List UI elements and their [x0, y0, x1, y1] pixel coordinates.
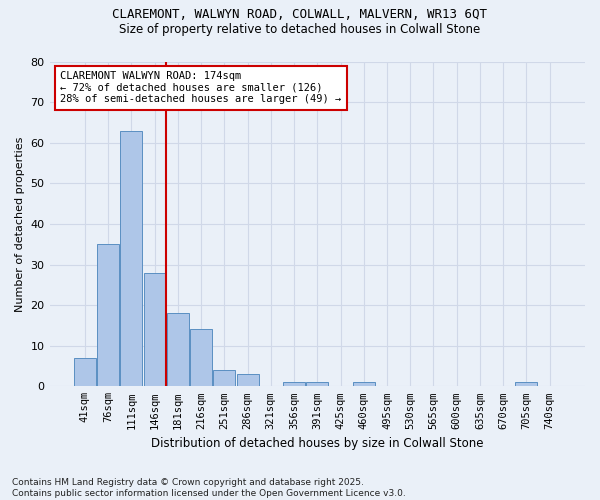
Bar — [353, 382, 375, 386]
Bar — [121, 130, 142, 386]
Text: Contains HM Land Registry data © Crown copyright and database right 2025.
Contai: Contains HM Land Registry data © Crown c… — [12, 478, 406, 498]
Bar — [236, 374, 259, 386]
Bar — [143, 272, 166, 386]
Bar — [74, 358, 96, 386]
Y-axis label: Number of detached properties: Number of detached properties — [15, 136, 25, 312]
Bar — [167, 313, 189, 386]
Text: CLAREMONT WALWYN ROAD: 174sqm
← 72% of detached houses are smaller (126)
28% of : CLAREMONT WALWYN ROAD: 174sqm ← 72% of d… — [60, 71, 341, 104]
Bar — [306, 382, 328, 386]
Bar — [97, 244, 119, 386]
Bar — [213, 370, 235, 386]
Text: Size of property relative to detached houses in Colwall Stone: Size of property relative to detached ho… — [119, 22, 481, 36]
Bar — [283, 382, 305, 386]
Bar — [515, 382, 538, 386]
Bar — [190, 330, 212, 386]
X-axis label: Distribution of detached houses by size in Colwall Stone: Distribution of detached houses by size … — [151, 437, 484, 450]
Text: CLAREMONT, WALWYN ROAD, COLWALL, MALVERN, WR13 6QT: CLAREMONT, WALWYN ROAD, COLWALL, MALVERN… — [113, 8, 487, 20]
